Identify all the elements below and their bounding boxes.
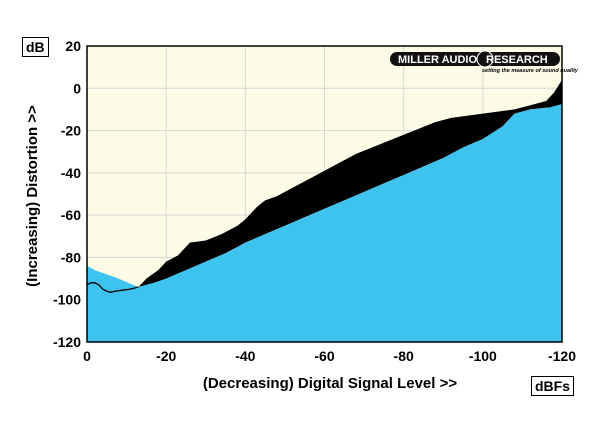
y-unit-label: dB	[22, 37, 49, 57]
y-tick-label-2: -20	[61, 123, 81, 139]
y-tick-label-0: 20	[65, 38, 81, 54]
x-tick-label-2: -40	[235, 348, 255, 364]
x-tick-label-5: -100	[469, 348, 497, 364]
x-tick-label-1: -20	[156, 348, 176, 364]
y-tick-label-3: -40	[61, 165, 81, 181]
y-tick-label-6: -100	[53, 292, 81, 308]
y-tick-label-5: -80	[61, 249, 81, 265]
x-unit-label: dBFs	[531, 376, 574, 396]
brand-name-part2: RESEARCH	[486, 54, 548, 66]
series-1-area	[87, 104, 562, 342]
brand-tagline: setting the measure of sound quality	[482, 68, 579, 74]
x-tick-label-4: -80	[394, 348, 414, 364]
y-tick-label-7: -120	[53, 334, 81, 350]
y-tick-label-1: 0	[73, 80, 81, 96]
x-tick-label-3: -60	[314, 348, 334, 364]
series-3-line	[87, 282, 139, 293]
brand-name-part1: MILLER AUDIO	[398, 54, 477, 66]
series-2-area	[138, 79, 562, 288]
plot-frame	[86, 45, 563, 343]
x-tick-label-0: 0	[83, 348, 91, 364]
brand-logo: MILLER AUDIO RESEARCH setting the measur…	[390, 50, 579, 74]
x-tick-label-6: -120	[548, 348, 576, 364]
data-areas	[87, 79, 562, 342]
x-axis-title: (Decreasing) Digital Signal Level >>	[203, 375, 457, 392]
y-axis-title: (Increasing) Distortion >>	[24, 105, 41, 287]
y-tick-label-4: -60	[61, 207, 81, 223]
